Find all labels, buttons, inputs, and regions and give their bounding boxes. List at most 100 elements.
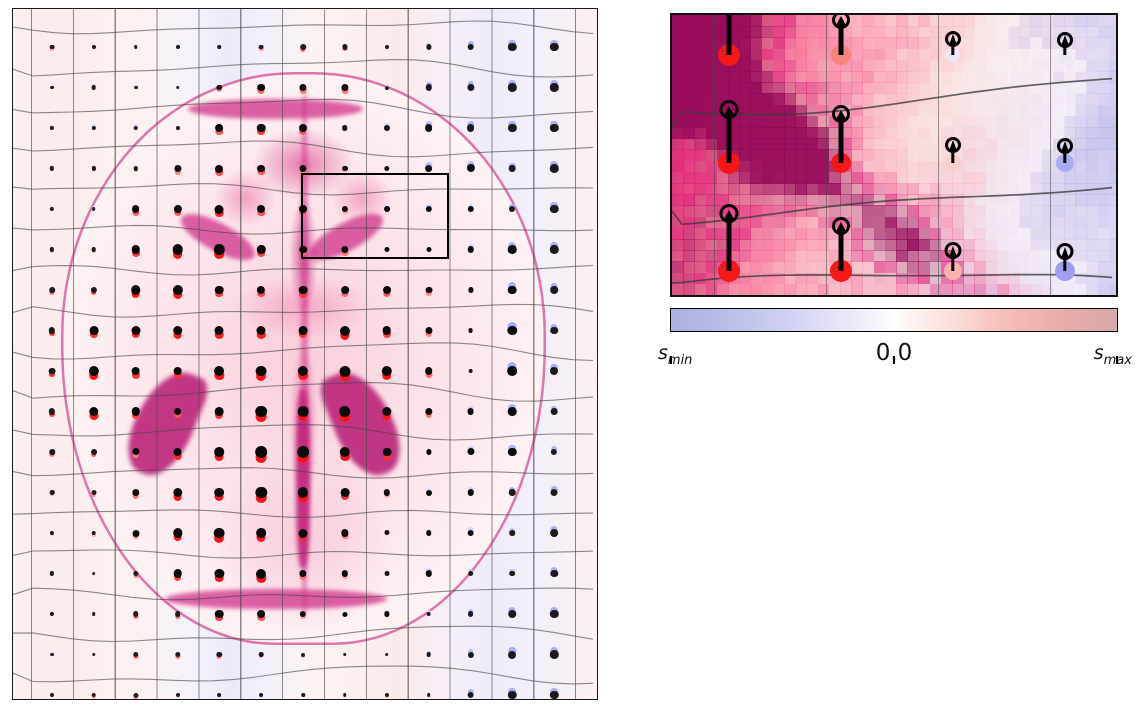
effect-glyph	[336, 401, 354, 423]
glyph-marker-dot	[257, 285, 266, 295]
effect-glyph	[503, 482, 521, 504]
effect-glyph	[503, 684, 521, 699]
glyph-marker-dot	[384, 165, 390, 172]
effect-glyph	[503, 644, 521, 666]
glyph-marker-dot	[425, 407, 433, 416]
glyph-marker-dot	[549, 83, 559, 92]
effect-glyph	[336, 320, 354, 342]
glyph-marker-dot	[132, 611, 139, 617]
effect-glyph	[169, 401, 187, 423]
glyph-marker-dot	[90, 286, 97, 294]
glyph-marker-dot	[297, 487, 309, 498]
colorbar-container: smin 0.0 smax	[658, 308, 1132, 368]
heatmap-pixel	[930, 295, 942, 297]
effect-glyph	[503, 198, 521, 220]
glyph-marker-dot	[92, 652, 96, 657]
heatmap-pixel	[829, 295, 841, 297]
effect-glyph	[169, 563, 187, 585]
glyph-tip-ring	[1056, 138, 1073, 154]
glyph-marker-dot	[384, 571, 390, 576]
glyph-marker-dot	[509, 530, 516, 536]
glyph-marker-dot	[49, 44, 55, 50]
effect-glyph	[294, 279, 312, 301]
effect-glyph	[85, 360, 103, 382]
glyph-marker-dot	[89, 406, 99, 417]
effect-glyph-detailed	[1055, 73, 1074, 253]
glyph-marker-dot	[508, 407, 517, 416]
glyph-marker-dot	[342, 44, 348, 50]
effect-glyph	[294, 644, 312, 666]
effect-glyph-detailed	[943, 181, 962, 295]
effect-glyph	[545, 603, 563, 625]
heatmap-pixel	[1064, 295, 1076, 297]
effect-glyph	[85, 158, 103, 180]
glyph-marker-dot	[299, 83, 307, 92]
effect-glyph	[420, 360, 438, 382]
glyph-marker-dot	[299, 569, 307, 578]
glyph-marker-dot	[133, 166, 138, 171]
glyph-marker-dot	[172, 284, 183, 296]
effect-glyph-detailed	[717, 15, 740, 145]
glyph-marker-dot	[214, 204, 224, 214]
effect-glyph	[252, 36, 270, 58]
glyph-marker-dot	[49, 206, 55, 212]
glyph-tip-ring	[944, 137, 961, 153]
effect-glyph	[545, 644, 563, 666]
glyph-marker-dot	[339, 325, 350, 336]
effect-glyph	[545, 117, 563, 139]
glyph-marker-dot	[215, 164, 224, 173]
heatmap-pixel	[1075, 295, 1087, 297]
glyph-marker-dot	[509, 165, 516, 172]
heatmap-pixel	[773, 295, 785, 297]
glyph-marker-dot	[507, 325, 518, 336]
roi-selection-rectangle[interactable]	[301, 173, 449, 259]
effect-glyph	[252, 522, 270, 544]
effect-glyph	[210, 482, 228, 504]
glyph-marker-dot	[343, 693, 347, 697]
effect-glyph	[210, 563, 228, 585]
effect-glyph	[462, 36, 480, 58]
effect-glyph	[545, 279, 563, 301]
effect-glyph	[127, 522, 145, 544]
effect-glyph	[503, 603, 521, 625]
effect-glyph	[43, 563, 61, 585]
glyph-arrow-shaft	[726, 15, 731, 55]
glyph-marker-dot	[466, 83, 475, 92]
glyph-marker-dot	[173, 569, 182, 578]
effect-glyph	[336, 36, 354, 58]
glyph-marker-dot	[383, 206, 390, 212]
effect-glyph	[85, 320, 103, 342]
effect-glyph	[210, 158, 228, 180]
effect-glyph	[169, 360, 187, 382]
glyph-arrow-shaft	[838, 25, 843, 55]
glyph-marker-dot	[340, 488, 350, 497]
glyph-marker-dot	[257, 83, 266, 92]
heatmap-pixel	[750, 295, 762, 297]
effect-glyph-detailed	[1054, 181, 1075, 295]
heatmap-pixel	[706, 295, 718, 297]
effect-glyph	[545, 158, 563, 180]
glyph-value-dot	[1054, 261, 1075, 281]
effect-glyph-detailed	[944, 15, 961, 145]
effect-glyph	[210, 117, 228, 139]
effect-glyph	[420, 239, 438, 261]
glyph-marker-dot	[48, 327, 56, 334]
effect-glyph	[378, 441, 396, 463]
heatmap-pixel	[1086, 295, 1098, 297]
glyph-marker-dot	[132, 529, 140, 537]
heatmap-pixel	[739, 295, 751, 297]
glyph-marker-dot	[384, 611, 390, 617]
heatmap-pixel	[874, 295, 886, 297]
glyph-marker-dot	[214, 527, 225, 539]
effect-glyph	[43, 603, 61, 625]
effect-glyph	[336, 482, 354, 504]
effect-glyph	[43, 644, 61, 666]
effect-glyph	[169, 36, 187, 58]
glyph-marker-dot	[339, 365, 351, 377]
glyph-marker-dot	[298, 528, 308, 538]
effect-glyph	[462, 482, 480, 504]
heatmap-pixel	[683, 295, 695, 297]
heatmap-pixel	[896, 295, 908, 297]
effect-glyph	[169, 320, 187, 342]
effect-glyph	[420, 482, 438, 504]
